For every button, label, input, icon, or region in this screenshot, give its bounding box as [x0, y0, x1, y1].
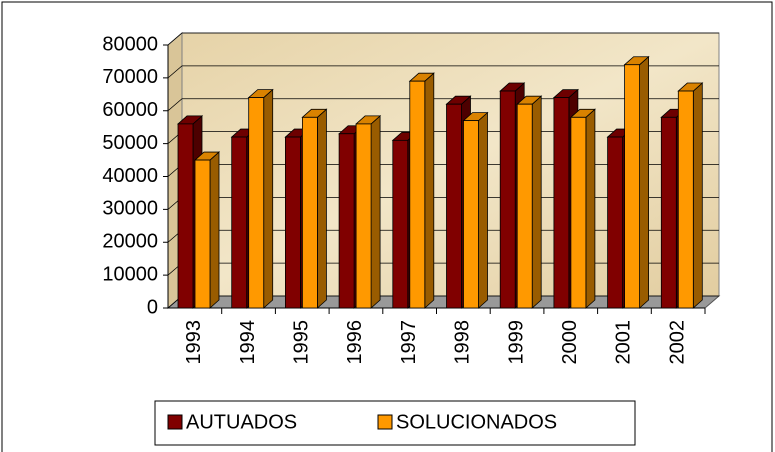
grid-line — [167, 32, 719, 46]
y-tick-label: 10000 — [102, 263, 158, 285]
x-tick-label: 1998 — [452, 320, 474, 365]
y-tick-label: 0 — [147, 296, 158, 318]
bar-side — [478, 111, 488, 309]
y-tick-label: 60000 — [102, 99, 158, 121]
bar-side — [316, 108, 327, 309]
y-tick-label: 50000 — [102, 132, 158, 154]
bar — [409, 80, 426, 309]
bar — [660, 116, 677, 309]
x-tick-label: 1996 — [344, 320, 366, 365]
x-tick-label: 2000 — [559, 320, 581, 365]
bar — [177, 123, 194, 309]
bar — [607, 136, 623, 309]
bar — [284, 136, 301, 309]
y-tick-label: 80000 — [102, 33, 158, 55]
bar-side — [692, 82, 703, 309]
x-tick-label: 1993 — [183, 320, 205, 365]
x-tick-label: 1999 — [505, 320, 527, 365]
bar — [392, 139, 409, 309]
bar — [355, 123, 372, 309]
legend-label: SOLUCIONADOS — [396, 411, 557, 433]
x-tick-label: 1994 — [237, 320, 259, 365]
y-tick-label: 30000 — [102, 198, 158, 220]
legend-label: AUTUADOS — [186, 411, 297, 433]
bar — [624, 64, 640, 309]
bar — [570, 116, 587, 309]
bar-side — [370, 115, 381, 309]
grid-line — [167, 65, 719, 79]
y-tick-label: 70000 — [102, 66, 158, 88]
bar — [248, 97, 265, 309]
bar-side — [585, 108, 596, 309]
x-tick-label: 1995 — [291, 320, 313, 365]
legend-swatch — [377, 414, 393, 430]
x-tick-label: 2001 — [613, 320, 635, 365]
legend-swatch — [167, 414, 183, 430]
bar-side — [209, 151, 220, 309]
bar — [231, 136, 248, 309]
bar-side — [424, 72, 435, 309]
bar — [446, 103, 462, 309]
y-tick-label: 40000 — [102, 165, 158, 187]
bar — [677, 90, 694, 309]
bar — [499, 90, 516, 309]
bar — [338, 133, 355, 309]
bar-side — [639, 55, 649, 309]
bar-side — [531, 95, 542, 309]
bar — [194, 159, 211, 309]
bar — [463, 120, 479, 309]
bar — [301, 116, 318, 309]
plot-area: 0 10000 20000 30000 40000 50000 60000 70000 8000… — [102, 31, 721, 365]
bar-side — [263, 88, 274, 309]
legend-box — [154, 400, 636, 446]
bar — [516, 103, 533, 309]
x-tick-label: 1997 — [398, 320, 420, 365]
bar — [553, 97, 570, 309]
x-tick-label: 2002 — [666, 320, 688, 365]
y-tick-label: 20000 — [102, 231, 158, 253]
